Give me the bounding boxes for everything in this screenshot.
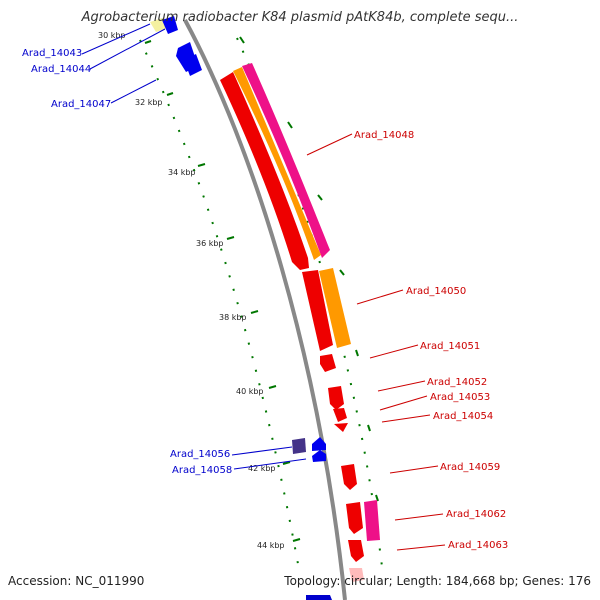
gene-arad-14050 (302, 270, 333, 351)
gene-label[interactable]: Arad_14051 (420, 341, 480, 352)
gene-arad-14062 (346, 502, 363, 534)
gene-label[interactable]: Arad_14044 (31, 64, 91, 75)
gene-label[interactable]: Arad_14047 (51, 99, 111, 110)
gene-arad-14048-red (220, 72, 309, 270)
gene-arad-14044 (162, 16, 178, 34)
kbp-labels: 30 kbp 32 kbp 34 kbp 36 kbp 38 kbp 40 kb… (98, 31, 285, 550)
gene-arad-14063b (349, 568, 364, 582)
kbp-label: 34 kbp (168, 168, 196, 177)
gene-arad-14052 (328, 386, 344, 410)
reverse-label-texts: Arad_14043 Arad_14044 Arad_14047 Arad_14… (22, 48, 232, 476)
genome-backbone (183, 19, 347, 600)
summary-text: Topology: circular; Length: 184,668 bp; … (284, 574, 591, 588)
gene-arad-14058 (312, 437, 326, 451)
gene-label[interactable]: Arad_14054 (433, 411, 493, 422)
gene-arad-14059 (341, 464, 357, 490)
outer-major-ticks (239, 36, 379, 502)
gene-label[interactable]: Arad_14052 (427, 377, 487, 388)
forward-labels (306, 133, 446, 551)
kbp-label: 40 kbp (236, 387, 264, 396)
inner-major-ticks (144, 40, 301, 542)
gene-label[interactable]: Arad_14062 (446, 509, 506, 520)
gene-arad-14047 (184, 54, 202, 76)
kbp-label: 44 kbp (257, 541, 285, 550)
gene-label[interactable]: Arad_14058 (172, 465, 232, 476)
map-title: Agrobacterium radiobacter K84 plasmid pA… (81, 10, 519, 25)
gene-arad-14053 (333, 408, 347, 422)
gene-arad-14051 (320, 354, 336, 372)
gene-label[interactable]: Arad_14048 (354, 130, 414, 141)
forward-label-texts: Arad_14048 Arad_14050 Arad_14051 Arad_14… (354, 130, 508, 551)
kbp-label: 30 kbp (98, 31, 126, 40)
reverse-labels (81, 23, 307, 470)
gene-label[interactable]: Arad_14063 (448, 540, 508, 551)
gene-arad-14058b (312, 450, 326, 462)
gene-arad-14062-pink (364, 500, 380, 541)
gene-label[interactable]: Arad_14053 (430, 392, 490, 403)
gene-bottom (306, 595, 332, 600)
gene-arad-14063 (348, 540, 364, 562)
gene-arad-14056 (292, 438, 306, 454)
gene-arad-14054 (334, 423, 348, 432)
forward-strand-genes (220, 63, 380, 582)
gene-arad-14048-pink (242, 63, 330, 258)
gene-arad-14048-orange (233, 67, 321, 260)
gene-label[interactable]: Arad_14050 (406, 286, 466, 297)
gene-arad-14050-orange (319, 268, 351, 348)
kbp-label: 38 kbp (219, 313, 247, 322)
accession-text: Accession: NC_011990 (8, 574, 145, 588)
gene-label[interactable]: Arad_14056 (170, 449, 230, 460)
kbp-label: 36 kbp (196, 239, 224, 248)
gene-label[interactable]: Arad_14059 (440, 462, 500, 473)
reverse-strand-genes (150, 16, 332, 600)
kbp-label: 42 kbp (248, 464, 276, 473)
gene-label[interactable]: Arad_14043 (22, 48, 82, 59)
kbp-label: 32 kbp (135, 98, 163, 107)
outer-tick-ring (236, 37, 384, 576)
